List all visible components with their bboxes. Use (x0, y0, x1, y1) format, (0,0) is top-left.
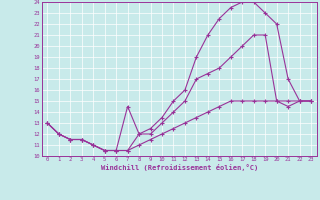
X-axis label: Windchill (Refroidissement éolien,°C): Windchill (Refroidissement éolien,°C) (100, 164, 258, 171)
